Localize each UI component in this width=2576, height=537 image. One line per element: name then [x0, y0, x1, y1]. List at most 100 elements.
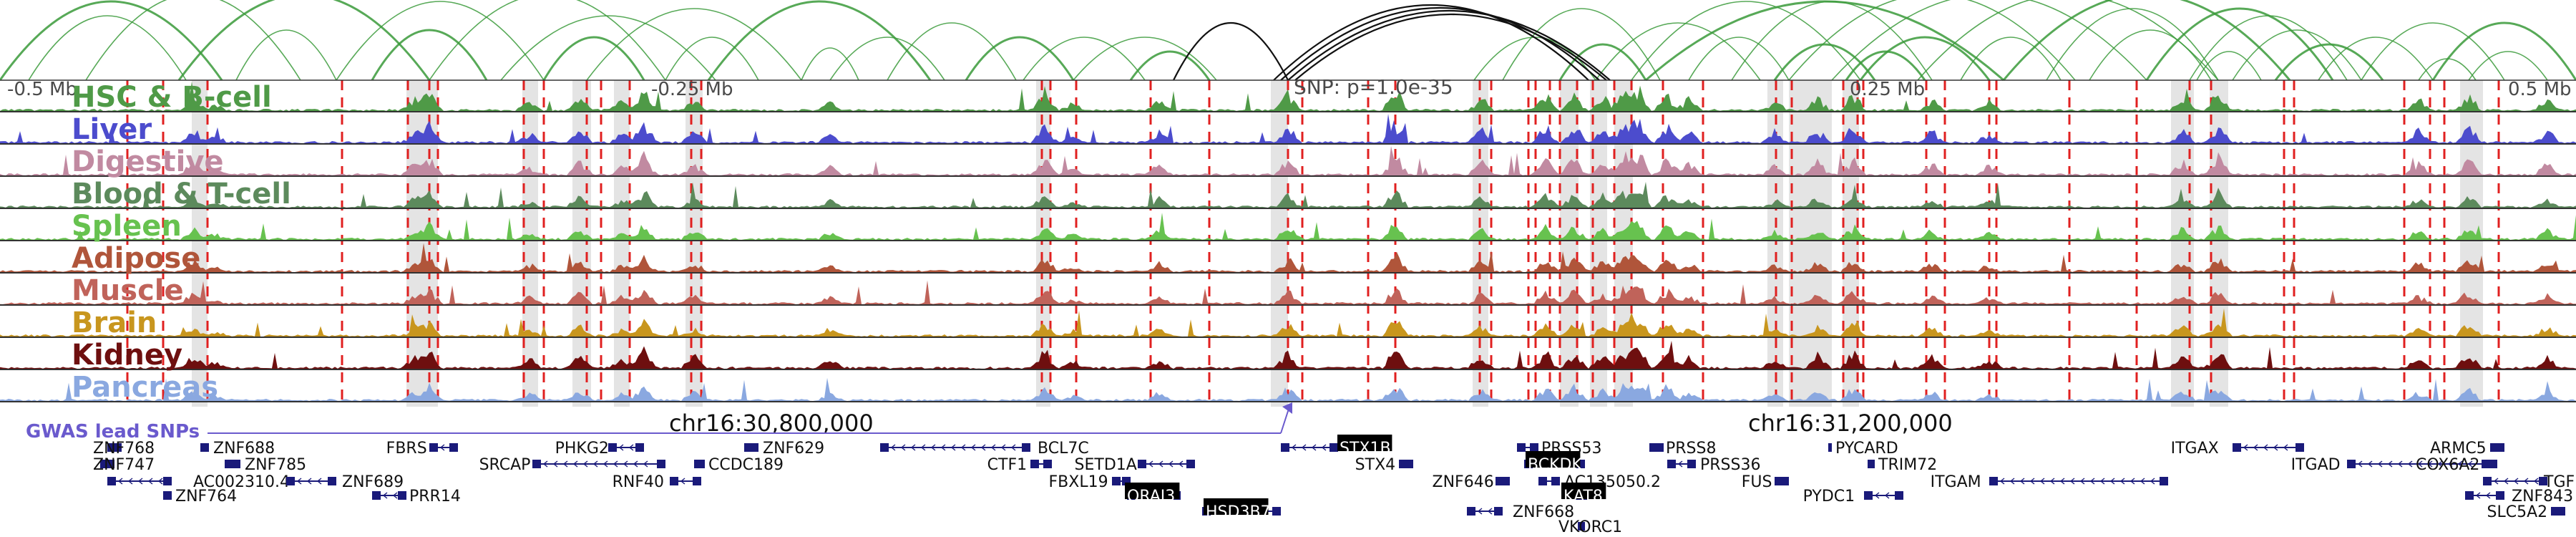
strand-arrow — [602, 460, 608, 468]
gene-exon — [1895, 491, 1903, 500]
gene-label: STX1B — [1340, 440, 1391, 458]
gene-exon — [1138, 460, 1146, 468]
gene-ac002310-4: AC002310.4 — [107, 473, 290, 491]
gene-znf843: ZNF843 — [2465, 488, 2573, 505]
gene-exon — [750, 443, 758, 452]
strand-arrow — [643, 460, 648, 468]
gene-itgax: ITGAX — [2171, 440, 2304, 458]
gene-label: CTF1 — [987, 456, 1027, 474]
gene-trim72: TRIM72 — [1868, 456, 1937, 474]
loop-arc-green — [1129, 50, 1211, 81]
gene-label: ZNF689 — [342, 473, 404, 491]
loop-arc-green — [2418, 58, 2477, 81]
strand-arrow — [562, 460, 568, 468]
loop-arc-green — [1688, 37, 1790, 81]
strand-arrow — [613, 460, 618, 468]
gene-exon — [107, 477, 116, 485]
gene-label: CCDC189 — [708, 456, 784, 474]
strand-arrow — [552, 460, 558, 468]
strand-arrow — [2357, 460, 2363, 468]
gene-exon — [1538, 477, 1547, 485]
gene-znf629: ZNF629 — [744, 440, 824, 458]
strand-arrow — [582, 460, 588, 468]
gene-label: PRSS36 — [1700, 456, 1760, 474]
highlight-band — [192, 80, 208, 407]
strand-arrow — [2457, 460, 2463, 468]
loop-arc-green — [801, 47, 859, 81]
loop-arc-green — [1831, 0, 2147, 81]
strand-arrow — [2059, 478, 2065, 485]
signal-area — [0, 213, 2576, 240]
chromosome-position-left: chr16:30,800,000 — [669, 410, 874, 437]
gene-znf689: ZNF689 — [286, 473, 404, 491]
strand-arrow — [1158, 460, 1163, 468]
strand-arrow — [306, 478, 312, 485]
strand-arrow — [910, 444, 916, 451]
gene-label: PRR14 — [409, 488, 461, 505]
loop-arc-green — [2318, 37, 2434, 81]
track-label-muscle: Muscle — [72, 274, 184, 307]
gene-label: ITGAM — [1931, 473, 1981, 491]
gene-label: FBRS — [386, 440, 427, 458]
strand-arrow — [1477, 508, 1483, 515]
gene-prr14: PRR14 — [372, 488, 461, 505]
signal-area — [0, 340, 2576, 369]
strand-arrow — [2129, 478, 2135, 485]
gene-label: ORAI3 — [1127, 488, 1175, 505]
strand-arrow — [970, 444, 976, 451]
axis-label-0-5-mb: 0.5 Mb — [2508, 79, 2572, 100]
gene-cox6a2: COX6A2 — [2416, 456, 2497, 474]
gene-exon — [1494, 507, 1503, 516]
loop-arc-green — [1773, 43, 1876, 81]
strand-arrow — [439, 444, 445, 451]
signal-area — [0, 280, 2576, 304]
gene-label: STX4 — [1355, 456, 1395, 474]
gene-highlight-box — [1337, 434, 1392, 452]
strand-arrow — [127, 478, 133, 485]
gene-exon — [1530, 443, 1538, 452]
gene-highlight-box — [1204, 498, 1269, 516]
gene-label: SRCAP — [479, 456, 531, 474]
strand-arrow — [382, 492, 388, 499]
strand-arrow — [2407, 460, 2413, 468]
signal-tracks-panel — [0, 79, 2576, 407]
gene-exon — [163, 477, 172, 485]
gene-exon — [1864, 491, 1873, 500]
chromosome-position-right: chr16:31,200,000 — [1748, 410, 1953, 437]
gene-exon — [1030, 460, 1039, 468]
gene-exon — [1501, 477, 1510, 485]
gene-exon — [2539, 477, 2547, 485]
gene-znf646: ZNF646 — [1433, 473, 1510, 491]
gene-label: HSD3B7 — [1206, 503, 1271, 521]
strand-arrow — [2503, 478, 2509, 485]
signal-track — [0, 182, 2576, 209]
gene-fus: FUS — [1742, 473, 1789, 491]
gene-label: VKORC1 — [1558, 518, 1622, 536]
loop-arc-green — [1788, 0, 2076, 81]
strand-arrow — [1291, 444, 1297, 451]
gene-label: BCL7C — [1038, 440, 1089, 458]
loop-arc-green — [177, 0, 431, 81]
strand-arrow — [628, 444, 634, 451]
loop-arc-green — [1960, 37, 2062, 81]
gene-exon — [532, 460, 541, 468]
axis-label-0-25-mb: 0.25 Mb — [1850, 79, 1926, 100]
loop-arc-green — [2089, 29, 2212, 81]
gene-fbrs: FBRS — [386, 440, 458, 458]
gene-label: TRIM72 — [1878, 456, 1937, 474]
loop-arc-green — [707, 0, 932, 81]
gene-label: BCKDK — [1528, 456, 1582, 474]
gene-exon — [693, 477, 701, 485]
loop-arc-green — [829, 37, 945, 81]
strand-arrow — [296, 478, 302, 485]
track-label-digestive: Digestive — [72, 145, 224, 178]
gene-itgam: ITGAM — [1931, 473, 2168, 491]
strand-arrow — [1884, 492, 1890, 499]
strand-arrow — [2417, 460, 2423, 468]
loop-arc-green — [336, 1, 545, 81]
strand-arrow — [2243, 444, 2248, 451]
gwas-lead-snps-label: GWAS lead SNPs — [26, 421, 200, 442]
strand-arrow — [1487, 508, 1493, 515]
strand-arrow — [2253, 444, 2258, 451]
